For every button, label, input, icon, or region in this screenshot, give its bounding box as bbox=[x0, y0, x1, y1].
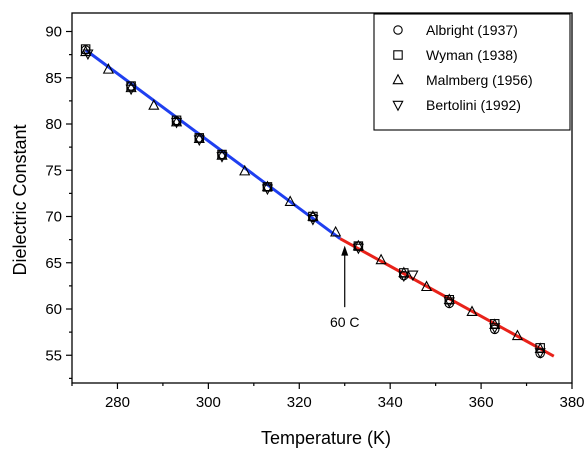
x-tick-label: 320 bbox=[287, 394, 312, 411]
data-point-triangle-down bbox=[407, 270, 419, 282]
data-point-triangle-up bbox=[102, 63, 114, 74]
legend-label: Albright (1937) bbox=[426, 22, 518, 38]
legend-label: Bertolini (1992) bbox=[426, 97, 521, 113]
data-point-triangle-down bbox=[170, 117, 183, 129]
x-tick-label: 300 bbox=[196, 394, 221, 411]
data-point-triangle-up bbox=[125, 81, 137, 93]
data-point-triangle-up bbox=[193, 132, 205, 144]
legend-box bbox=[373, 13, 571, 131]
data-point-triangle-up bbox=[443, 293, 455, 305]
data-point-triangle-up bbox=[330, 225, 342, 237]
legend-marker-square bbox=[393, 50, 403, 60]
data-point-triangle-down bbox=[125, 84, 137, 96]
y-tick-label: 60 bbox=[45, 301, 62, 318]
y-axis-title: Dielectric Constant bbox=[10, 124, 30, 275]
y-tick-label: 75 bbox=[45, 162, 62, 179]
data-point-triangle-down bbox=[216, 152, 228, 163]
fit-line-low-temp bbox=[84, 48, 342, 240]
data-point-triangle-down bbox=[398, 271, 410, 283]
y-tick-label: 80 bbox=[45, 116, 62, 133]
data-point-triangle-up bbox=[352, 239, 364, 251]
data-point-triangle-down bbox=[193, 135, 205, 147]
x-axis-title: Temperature (K) bbox=[261, 428, 391, 448]
data-point-triangle-down bbox=[307, 215, 319, 226]
x-tick-label: 360 bbox=[469, 394, 494, 411]
data-point-circle bbox=[535, 348, 545, 359]
data-point-triangle-up bbox=[284, 195, 296, 206]
data-point-triangle-up bbox=[261, 180, 274, 192]
data-point-triangle-up bbox=[420, 280, 433, 292]
data-point-triangle-up bbox=[466, 305, 478, 317]
data-point-triangle-up bbox=[216, 149, 228, 160]
data-point-triangle-up bbox=[511, 329, 524, 341]
y-tick-label: 55 bbox=[45, 347, 62, 364]
legend-marker-triangle-up bbox=[392, 73, 404, 85]
data-point-triangle-down bbox=[489, 323, 501, 334]
data-point-triangle-up bbox=[239, 164, 251, 176]
data-point-triangle-up bbox=[375, 253, 387, 265]
legend-label: Wyman (1938) bbox=[426, 47, 518, 63]
x-tick-label: 380 bbox=[559, 394, 584, 411]
x-tick-label: 280 bbox=[105, 394, 130, 411]
data-point-square bbox=[80, 44, 91, 54]
data-point-triangle-down bbox=[352, 243, 364, 255]
plot-area: 280 300 320 340 360 380 55 60 65 70 75 80 85 90 60 C Al… bbox=[45, 12, 585, 411]
legend-label: Malmberg (1956) bbox=[426, 72, 533, 88]
x-tick-label: 340 bbox=[378, 394, 403, 411]
data-point-triangle-down bbox=[82, 49, 94, 61]
legend-marker-triangle-down bbox=[392, 100, 404, 112]
data-point-triangle-down bbox=[261, 184, 274, 196]
y-tick-label: 65 bbox=[45, 255, 62, 272]
data-point-triangle-up bbox=[148, 99, 160, 110]
annotation-label: 60 C bbox=[330, 314, 360, 330]
plot-frame bbox=[71, 12, 573, 384]
data-point-triangle-down bbox=[443, 297, 455, 308]
legend-marker-circle bbox=[393, 25, 403, 35]
y-tick-label: 70 bbox=[45, 209, 62, 226]
annotation-arrow-head bbox=[341, 245, 349, 256]
y-tick-label: 85 bbox=[45, 70, 62, 87]
data-point-triangle-up bbox=[170, 115, 183, 127]
data-point-triangle-up bbox=[534, 342, 546, 354]
data-point-triangle-down bbox=[534, 348, 546, 359]
y-tick-label: 90 bbox=[45, 24, 62, 41]
